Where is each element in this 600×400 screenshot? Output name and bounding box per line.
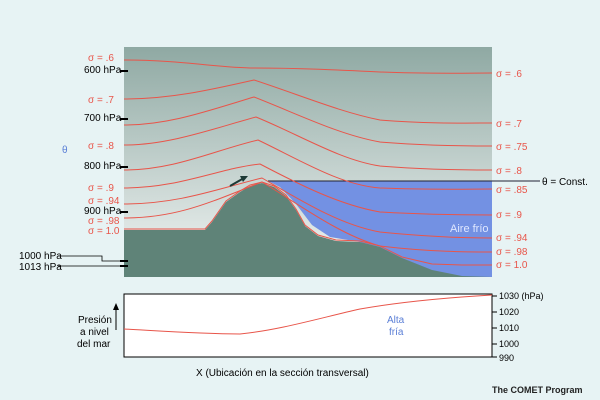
pressure-label: 700 hPa [84, 113, 122, 124]
right-sigma-labels: σ = .6 σ = .7 σ = .75 σ = .8 σ = .85 σ =… [496, 69, 528, 271]
cross-section-panel: Aire frío [123, 47, 540, 277]
left-sigma-label: σ = .94 [88, 196, 120, 207]
pressure-labels: 600 hPa 700 hPa 800 hPa 900 hPa 1000 hPa… [19, 65, 128, 273]
left-sigma-label: σ = .8 [88, 141, 114, 152]
right-sigma-label: σ = .6 [496, 69, 522, 80]
slp-label: del mar [77, 339, 111, 350]
sigma-lines [123, 59, 493, 266]
pressure-label: 1000 hPa [19, 251, 62, 262]
terrain [124, 183, 492, 277]
sigma-line-0.9 [123, 163, 493, 216]
slp-axis-tick: 990 [499, 353, 514, 363]
sigma-line-0.98 [123, 181, 493, 253]
right-sigma-label: σ = .8 [496, 166, 522, 177]
right-sigma-label: σ = .94 [496, 233, 528, 244]
slp-up-arrow [113, 303, 119, 330]
left-sigma-label: σ = .6 [88, 53, 114, 64]
pressure-leader-1000 [58, 255, 122, 262]
left-sigma-label: σ = .9 [88, 183, 114, 194]
slp-label: a nivel [80, 327, 109, 338]
slp-curve [123, 294, 493, 335]
sigma-line-0.8 [123, 116, 493, 171]
pressure-label: 900 hPa [84, 206, 122, 217]
slp-panel: Alta fría 1030 (hPa) 1020 1010 1000 990 … [77, 291, 544, 363]
left-sigma-label: σ = .7 [88, 95, 114, 106]
pressure-label: 1013 hPa [19, 262, 62, 273]
right-sigma-label: σ = .75 [496, 142, 528, 153]
slp-axis: 1030 (hPa) 1020 1010 1000 990 [492, 291, 544, 363]
high-cold-label: fría [389, 327, 404, 338]
left-sigma-label: σ = .98 [88, 216, 120, 227]
high-cold-label: Alta [387, 315, 405, 326]
theta-const-label: θ = Const. [542, 177, 588, 188]
pressure-label: 600 hPa [84, 65, 122, 76]
right-sigma-label: σ = .9 [496, 210, 522, 221]
sigma-line-1.0 [124, 181, 492, 266]
slp-panel-box [123, 293, 493, 358]
right-sigma-label: σ = 1.0 [496, 260, 528, 271]
x-axis-label: X (Ubicación en la sección transversal) [196, 368, 369, 379]
sigma-line-0.6 [123, 59, 493, 74]
flow-arrow [229, 176, 248, 187]
right-sigma-label: σ = .7 [496, 119, 522, 130]
slp-axis-tick: 1010 [499, 323, 519, 333]
slp-axis-tick: 1020 [499, 307, 519, 317]
pressure-label: 800 hPa [84, 161, 122, 172]
cold-air-label: Aire frío [450, 223, 489, 235]
right-sigma-label: σ = .85 [496, 185, 528, 196]
slp-label: Presión [78, 315, 112, 326]
sigma-line-0.94 [123, 177, 493, 239]
theta-left-label: θ [62, 145, 68, 156]
left-sigma-labels: σ = .6 σ = .7 σ = .8 σ = .9 σ = .94 σ = … [88, 53, 120, 237]
slp-axis-tick: 1000 [499, 339, 519, 349]
left-sigma-label: σ = 1.0 [88, 226, 120, 237]
slp-axis-unit: 1030 (hPa) [499, 291, 544, 301]
sigma-line-0.85 [123, 139, 493, 190]
cold-air-mass [268, 181, 492, 277]
sigma-line-0.7 [123, 79, 493, 124]
sigma-line-0.75 [123, 96, 493, 147]
credit: The COMET Program [492, 385, 583, 395]
right-sigma-label: σ = .98 [496, 247, 528, 258]
